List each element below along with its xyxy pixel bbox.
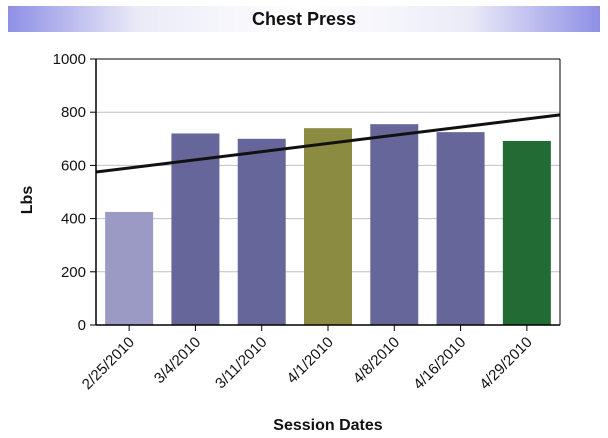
bar [304,128,352,325]
y-tick-label: 0 [78,317,86,334]
x-tick-label: 3/11/2010 [212,334,270,392]
bar [237,138,286,325]
chart-title-bar: Chest Press [8,6,600,32]
x-tick-label: 4/8/2010 [350,334,403,387]
bar [436,132,485,325]
bar [502,140,551,325]
x-tick-label: 3/4/2010 [151,334,204,387]
x-tick-label: 2/25/2010 [79,334,138,393]
x-tick-label: 4/29/2010 [476,334,535,393]
bar [370,124,419,325]
bar [171,133,220,325]
y-tick-label: 800 [61,104,86,121]
y-tick-label: 200 [61,264,86,281]
y-tick-label: 400 [61,211,86,228]
trendline [95,113,561,174]
chart-title: Chest Press [251,9,357,29]
x-tick-label: 4/16/2010 [410,334,469,393]
y-axis-title: Lbs [19,186,36,215]
x-tick-label: 4/1/2010 [284,334,337,387]
y-tick-label: 600 [61,157,86,174]
y-tick-label: 1000 [53,51,86,68]
bar [105,211,154,325]
x-axis-title: Session Dates [273,417,382,434]
